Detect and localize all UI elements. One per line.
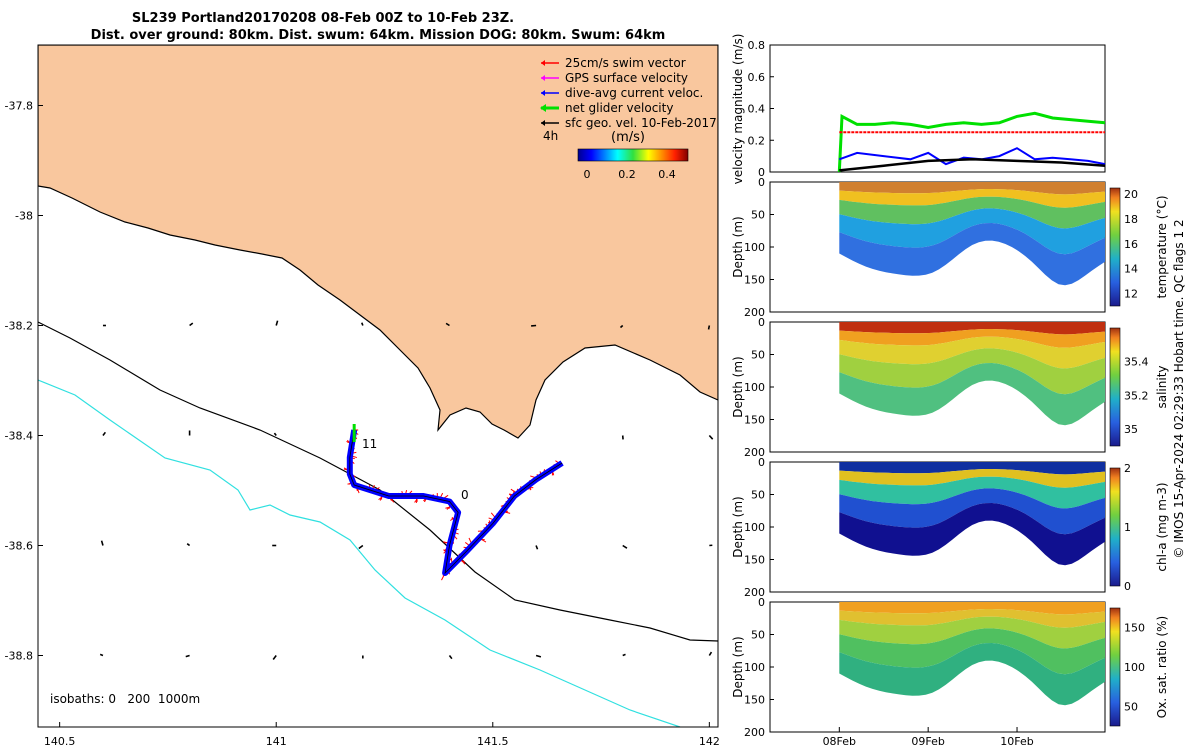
title-line-1: SL239 Portland20170208 08-Feb 00Z to 10-…: [132, 11, 514, 26]
colorbar-tick-label: 150: [1124, 622, 1145, 635]
time-tick-label: 10Feb: [1000, 735, 1033, 748]
depth-tick-label: 50: [751, 349, 765, 362]
annotation-11: 11: [362, 437, 377, 451]
depth-tick-label: 50: [751, 629, 765, 642]
colorbar-tick-label: 12: [1124, 288, 1138, 301]
map-y-tick-label: -37.8: [5, 100, 33, 113]
depth-ylabel: Depth (m): [731, 216, 745, 277]
section-3: 0 50 100 150 200 Depth (m) 50 100 150 Ox. sat. ra…: [731, 596, 1169, 739]
colorbar-tick-label: 20: [1124, 188, 1138, 201]
colorbar-tick-label: 16: [1124, 238, 1138, 251]
svg-text:dive-avg current veloc.: dive-avg current veloc.: [565, 86, 703, 100]
velocity-ylabel: velocity magnitude (m/s): [731, 34, 745, 185]
depth-ylabel: Depth (m): [731, 356, 745, 417]
section-colorbar: [1110, 188, 1120, 306]
geo-arrow: [623, 654, 626, 655]
map-x-tick-label: 141.5: [477, 735, 509, 748]
colorbar-tick-0: 0: [584, 168, 591, 181]
colorbar-tick-label: 35: [1124, 423, 1138, 436]
depth-tick-label: 100: [744, 381, 765, 394]
colorbar-tick-label: 2: [1124, 462, 1131, 475]
depth-tick-label: 100: [744, 241, 765, 254]
velocity-axes: [770, 45, 1105, 172]
colorbar-tick-label: 50: [1124, 700, 1138, 713]
legend-geo: sfc geo. vel. 10-Feb-2017: [541, 116, 717, 130]
section-variable-label: salinity: [1155, 365, 1169, 408]
svg-text:net glider velocity: net glider velocity: [565, 101, 673, 115]
depth-tick-label: 150: [744, 694, 765, 707]
map-x-tick-label: 141: [266, 735, 287, 748]
time-tick-label: 08Feb: [823, 735, 856, 748]
depth-ylabel: Depth (m): [731, 496, 745, 557]
map-colorbar: [578, 149, 688, 161]
section-colorbar: [1110, 468, 1120, 586]
map-y-tick-label: -38.8: [5, 650, 33, 663]
colorbar-tick-label: 14: [1124, 263, 1138, 276]
depth-tick-label: 100: [744, 661, 765, 674]
geo-arrow: [100, 654, 103, 655]
section-colorbar: [1110, 328, 1120, 446]
colorbar-tick-label: 18: [1124, 213, 1138, 226]
velocity-y-tick-label: 0.2: [748, 134, 766, 147]
velocity-y-tick-label: 0.6: [748, 71, 766, 84]
legend-dive-avg: dive-avg current veloc.: [541, 86, 703, 100]
map-panel: 140.5 141 141.5 142 -37.8 -38 -38.2 -38.4 -38.6…: [5, 45, 720, 748]
map-x-tick-label: 142: [699, 735, 720, 748]
geo-arrow: [186, 656, 190, 657]
velocity-y-tick-label: 0.8: [748, 39, 766, 52]
map-x-tick-label: 140.5: [44, 735, 76, 748]
section-variable-label: temperature (°C): [1155, 196, 1169, 299]
map-y-tick-label: -38.6: [5, 540, 33, 553]
colorbar-title: (m/s): [611, 130, 645, 145]
colorbar-tick-label: 100: [1124, 661, 1145, 674]
colorbar-tick-label: 35.2: [1124, 389, 1149, 402]
geo-arrow: [709, 326, 710, 330]
depth-tick-label: 0: [758, 596, 765, 609]
colorbar-tick-label: 1: [1124, 521, 1131, 534]
colorbar-tick-1: 0.2: [618, 168, 636, 181]
colorbar-tick-2: 0.4: [658, 168, 676, 181]
isobath-note: isobaths: 0 200 1000m: [50, 692, 200, 706]
section-variable-label: Ox. sat. ratio (%): [1155, 616, 1169, 718]
velocity-panel: 00.20.40.60.8 velocity magnitude (m/s): [731, 34, 1105, 185]
velocity-y-tick-label: 0.4: [748, 103, 766, 116]
svg-text:sfc geo. vel. 10-Feb-2017: sfc geo. vel. 10-Feb-2017: [565, 116, 717, 130]
map-y-ticks: -37.8 -38 -38.2 -38.4 -38.6 -38.8: [5, 100, 43, 663]
title-line-2: Dist. over ground: 80km. Dist. swum: 64k…: [91, 28, 666, 43]
svg-text:25cm/s swim vector: 25cm/s swim vector: [565, 56, 686, 70]
depth-tick-label: 0: [758, 176, 765, 189]
map-y-tick-label: -38: [15, 210, 33, 223]
depth-tick-label: 200: [744, 726, 765, 739]
colorbar-tick-label: 35.4: [1124, 356, 1149, 369]
depth-tick-label: 0: [758, 316, 765, 329]
svg-text:GPS surface velocity: GPS surface velocity: [565, 71, 688, 85]
depth-tick-label: 150: [744, 554, 765, 567]
time-tick-label: 09Feb: [911, 735, 944, 748]
section-variable-label: chl-a (mg m-3): [1155, 482, 1169, 571]
depth-tick-label: 50: [751, 489, 765, 502]
annotation-4h: 4h: [543, 129, 558, 143]
colorbar-tick-label: 0: [1124, 580, 1131, 593]
depth-ylabel: Depth (m): [731, 636, 745, 697]
depth-tick-label: 100: [744, 521, 765, 534]
map-y-tick-label: -38.2: [5, 320, 33, 333]
depth-tick-label: 50: [751, 209, 765, 222]
geo-arrow: [362, 323, 363, 326]
section-colorbar: [1110, 608, 1120, 726]
depth-tick-label: 150: [744, 274, 765, 287]
credit-text: © IMOS 15-Apr-2024 02:29:33 Hobart time.…: [1172, 219, 1186, 558]
annotation-0: 0: [461, 488, 469, 502]
map-y-tick-label: -38.4: [5, 430, 33, 443]
depth-tick-label: 0: [758, 456, 765, 469]
depth-tick-label: 150: [744, 414, 765, 427]
